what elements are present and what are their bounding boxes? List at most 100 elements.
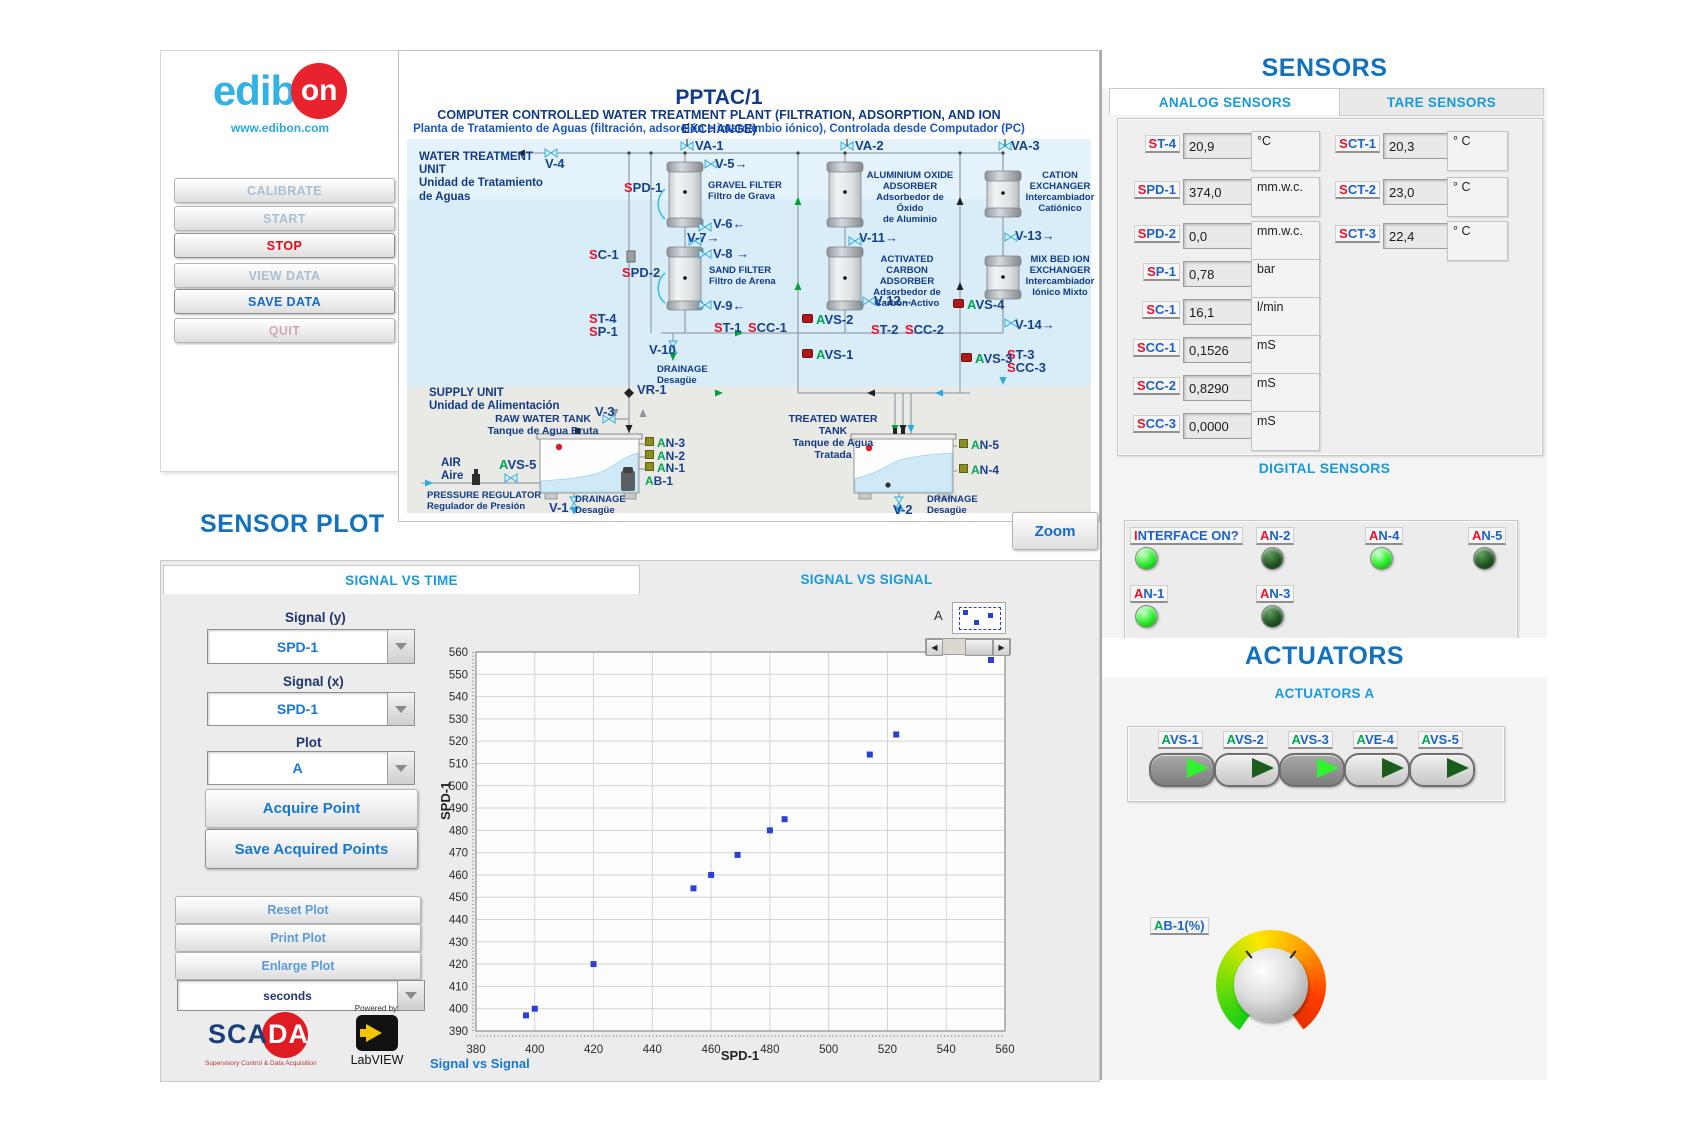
diagram-label-an-5: AN-5 bbox=[959, 438, 999, 453]
diagram-label-water-treatment: WATER TREATMENT UNIT Unidad de Tratamien… bbox=[419, 151, 543, 203]
plot-dropdown-arrow-icon[interactable] bbox=[387, 752, 414, 784]
svg-text:520: 520 bbox=[878, 1044, 897, 1056]
diagram-label-v-11-: V-11→ bbox=[859, 230, 899, 245]
scrollbar-right-arrow-icon[interactable]: ▶ bbox=[993, 639, 1010, 656]
acquire-point-button[interactable]: Acquire Point bbox=[205, 789, 418, 828]
reset-plot-button[interactable]: Reset Plot bbox=[175, 896, 421, 924]
time-unit-select[interactable]: seconds bbox=[177, 980, 425, 1011]
actuator-switch-avs-5[interactable] bbox=[1409, 753, 1475, 787]
svg-text:500: 500 bbox=[449, 781, 468, 793]
data-point-marker bbox=[988, 657, 994, 663]
calibrate-button[interactable]: CALIBRATE bbox=[174, 178, 395, 203]
diagram-label-activated-carbon: ACTIVATED CARBON ADSORBER Adsorbedor de … bbox=[873, 254, 941, 309]
labview-logo: Powered by: LabVIEW bbox=[344, 1004, 410, 1074]
digital-label-an-2: AN-2 bbox=[1256, 527, 1295, 545]
view-data-button[interactable]: VIEW DATA bbox=[174, 263, 395, 288]
actuator-switch-avs-2[interactable] bbox=[1214, 753, 1280, 787]
plot-select[interactable]: A bbox=[207, 751, 415, 785]
plant-diagram-panel: PPTAC/1 COMPUTER CONTROLLED WATER TREATM… bbox=[398, 50, 1100, 522]
scrollbar-left-arrow-icon[interactable]: ◀ bbox=[926, 639, 943, 656]
time-unit-value: seconds bbox=[263, 988, 312, 1003]
legend-plot-name: A bbox=[934, 608, 943, 623]
tab-signal-vs-time[interactable]: SIGNAL VS TIME bbox=[163, 565, 640, 594]
stop-button[interactable]: STOP bbox=[174, 233, 395, 258]
edibon-logo: edib on www.edibon.com bbox=[161, 63, 399, 135]
website-link[interactable]: www.edibon.com bbox=[230, 121, 330, 135]
diagram-label-va-1: VA-1 bbox=[695, 138, 724, 153]
sensors-heading: SENSORS bbox=[1261, 54, 1388, 82]
sensor-value-spd-2: 0,0 bbox=[1183, 223, 1252, 249]
sensor-tag-scc-1: SCC-1 bbox=[1132, 339, 1180, 357]
actuators-heading: ACTUATORS bbox=[1244, 642, 1405, 670]
tab-tare-sensors[interactable]: TARE SENSORS bbox=[1339, 88, 1544, 116]
diagram-label-sp-1: SP-1 bbox=[589, 324, 618, 339]
diagram-label-st-3: ST-3 bbox=[1007, 347, 1035, 362]
sensor-tag-sc-1: SC-1 bbox=[1142, 301, 1180, 319]
diagram-label-sand-filter: SAND FILTER Filtro de Arena bbox=[709, 265, 776, 287]
sensor-tag-sct-3: SCT-3 bbox=[1335, 225, 1380, 243]
sensor-unit-sct-1: ° C bbox=[1447, 131, 1508, 171]
save-acquired-points-button[interactable]: Save Acquired Points bbox=[205, 829, 418, 869]
enlarge-plot-button[interactable]: Enlarge Plot bbox=[175, 952, 421, 980]
signal-y-value: SPD-1 bbox=[276, 638, 319, 655]
signal-y-dropdown-arrow-icon[interactable] bbox=[387, 630, 414, 663]
diagram-label-drainage: DRAINAGE Desagüe bbox=[575, 494, 626, 516]
level-switch-icon bbox=[645, 462, 654, 471]
led-interface-on- bbox=[1135, 547, 1158, 570]
diagram-label-v-13-: V-13→ bbox=[1015, 228, 1055, 243]
zoom-button[interactable]: Zoom bbox=[1012, 512, 1098, 550]
led-an-4 bbox=[1370, 547, 1393, 570]
sensor-unit-sp-1: bar bbox=[1251, 259, 1320, 299]
signal-x-dropdown-arrow-icon[interactable] bbox=[387, 693, 414, 725]
actuator-switch-avs-3[interactable] bbox=[1279, 753, 1345, 787]
svg-text:560: 560 bbox=[449, 647, 468, 659]
plant-subtitle-es: Planta de Tratamiento de Aguas (filtraci… bbox=[413, 123, 1025, 135]
sensor-tag-sp-1: SP-1 bbox=[1143, 263, 1180, 281]
sensor-value-sct-1: 20,3 bbox=[1383, 133, 1448, 159]
save-data-button[interactable]: SAVE DATA bbox=[174, 289, 395, 314]
diagram-label-an-3: AN-3 bbox=[645, 436, 685, 451]
actuator-switches-box: AVS-1 AVS-2 AVS-3 AVE-4 AVS-5 bbox=[1127, 726, 1505, 802]
led-an-3 bbox=[1261, 605, 1284, 628]
actuator-label-ave-4: AVE-4 bbox=[1352, 731, 1398, 749]
actuator-switch-avs-1[interactable] bbox=[1149, 753, 1215, 787]
signal-x-select[interactable]: SPD-1 bbox=[207, 692, 415, 726]
logo-text: edib bbox=[212, 67, 296, 114]
level-switch-icon bbox=[959, 439, 968, 448]
actuator-switch-ave-4[interactable] bbox=[1344, 753, 1410, 787]
signal-y-select[interactable]: SPD-1 bbox=[207, 629, 415, 664]
scrollbar-thumb[interactable] bbox=[965, 639, 993, 656]
svg-text:420: 420 bbox=[584, 1044, 603, 1056]
print-plot-button[interactable]: Print Plot bbox=[175, 924, 421, 952]
tab-signal-vs-signal[interactable]: SIGNAL VS SIGNAL bbox=[800, 571, 933, 587]
start-button[interactable]: START bbox=[174, 206, 395, 231]
y-axis-label: SPD-1 bbox=[438, 781, 453, 820]
diagram-label-v-5-: V-5→ bbox=[715, 156, 748, 171]
svg-text:520: 520 bbox=[449, 736, 468, 748]
sensor-unit-scc-2: mS bbox=[1251, 373, 1320, 413]
led-an-2 bbox=[1261, 547, 1284, 570]
diagram-label-avs-5: AVS-5 bbox=[499, 457, 537, 472]
diagram-label-avs-2: AVS-2 bbox=[802, 312, 853, 328]
sensor-unit-scc-1: mS bbox=[1251, 335, 1320, 375]
tab-analog-sensors[interactable]: ANALOG SENSORS bbox=[1109, 88, 1341, 115]
time-unit-dropdown-arrow-icon[interactable] bbox=[397, 981, 424, 1010]
diagram-label-v-4: V-4 bbox=[545, 156, 565, 171]
graph-scrollbar[interactable]: ◀ ▶ bbox=[925, 638, 1011, 656]
svg-text:380: 380 bbox=[466, 1044, 485, 1056]
diagram-label-drainage: DRAINAGE Desagüe bbox=[927, 494, 978, 516]
quit-button[interactable]: QUIT bbox=[174, 318, 395, 343]
diagram-label-v-7-: V-7→ bbox=[687, 230, 720, 245]
scada-red-circle-icon bbox=[262, 1012, 308, 1058]
digital-label-interface-on-: INTERFACE ON? bbox=[1130, 527, 1243, 545]
diagram-label-scc-2: SCC-2 bbox=[905, 322, 945, 337]
diagram-label-avs-1: AVS-1 bbox=[802, 347, 853, 363]
sensor-unit-spd-2: mm.w.c. bbox=[1251, 221, 1320, 261]
svg-text:540: 540 bbox=[937, 1044, 956, 1056]
plant-subtitle-en: COMPUTER CONTROLLED WATER TREATMENT PLAN… bbox=[437, 108, 1001, 136]
diagram-label-st-1: ST-1 bbox=[714, 320, 742, 335]
labview-icon bbox=[356, 1015, 398, 1051]
actuator-label-avs-5: AVS-5 bbox=[1417, 731, 1463, 749]
ab1-knob[interactable] bbox=[1234, 948, 1308, 1022]
x-axis-label: SPD-1 bbox=[720, 1048, 760, 1063]
